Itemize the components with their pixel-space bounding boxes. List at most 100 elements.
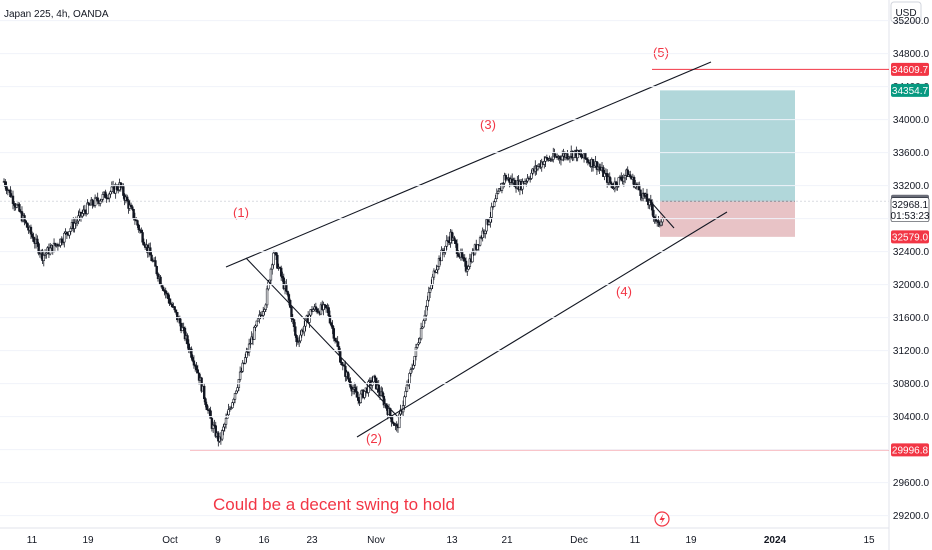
candle xyxy=(661,218,664,223)
candle xyxy=(263,309,266,312)
candle xyxy=(500,183,504,191)
candle xyxy=(285,284,288,292)
flash-icon[interactable] xyxy=(654,511,670,527)
price-tick-label: 30800.0 xyxy=(893,379,930,390)
candle xyxy=(131,206,134,210)
candle xyxy=(69,228,72,232)
candle xyxy=(493,201,496,207)
candle xyxy=(37,243,40,254)
candle xyxy=(609,181,613,184)
candle xyxy=(18,204,21,212)
candle xyxy=(223,423,226,428)
time-tick-label: Dec xyxy=(570,535,588,546)
candle xyxy=(236,387,239,392)
support-price-badge-text: 29996.8 xyxy=(892,445,929,456)
candle xyxy=(348,378,351,382)
time-tick-label: 11 xyxy=(630,535,641,546)
candle xyxy=(36,238,39,244)
candle xyxy=(187,343,190,351)
upper-channel-line[interactable] xyxy=(225,61,712,268)
candle xyxy=(455,243,459,254)
candle xyxy=(164,290,167,294)
currency-button[interactable]: USD xyxy=(890,1,922,23)
last-price-badge[interactable] xyxy=(890,197,930,223)
time-tick-label: 21 xyxy=(501,535,513,546)
candle xyxy=(513,179,516,187)
candle xyxy=(308,314,311,323)
candle xyxy=(659,221,663,226)
candle xyxy=(363,391,366,398)
candle xyxy=(265,288,269,306)
wave-2-trendline[interactable] xyxy=(245,257,399,418)
candle xyxy=(192,360,196,366)
candle xyxy=(623,175,627,179)
candle xyxy=(331,324,334,329)
price-tick-label: 34800.0 xyxy=(893,49,930,60)
candle xyxy=(86,202,89,215)
candle xyxy=(622,177,626,182)
stop-loss-badge[interactable] xyxy=(891,230,929,244)
candle xyxy=(413,356,416,366)
candle xyxy=(436,266,439,271)
candle xyxy=(126,196,129,202)
lower-channel-line[interactable] xyxy=(356,211,728,438)
candle xyxy=(377,384,380,393)
price-tick-label: 29200.0 xyxy=(893,511,930,522)
candle xyxy=(63,232,66,243)
candle xyxy=(93,197,97,206)
candle xyxy=(591,159,595,168)
candle xyxy=(24,220,28,224)
candle xyxy=(161,286,165,291)
candle xyxy=(253,326,256,340)
candle xyxy=(136,220,139,226)
candle xyxy=(490,206,493,218)
candle xyxy=(460,252,464,258)
candle xyxy=(115,185,119,190)
candle xyxy=(536,166,540,170)
price-tick-label: 31200.0 xyxy=(893,346,930,357)
candle xyxy=(224,417,228,425)
price-axis: 35200.034800.034400.034000.033600.033200… xyxy=(0,16,930,522)
candle xyxy=(91,199,94,206)
candle xyxy=(81,213,84,217)
candle xyxy=(652,209,655,218)
candle xyxy=(101,194,105,200)
candle xyxy=(496,190,500,194)
candle xyxy=(330,322,333,326)
candle xyxy=(249,343,252,345)
candle xyxy=(414,347,418,357)
candle xyxy=(48,247,52,255)
price-tick-label: 34000.0 xyxy=(893,115,930,126)
candle xyxy=(238,371,242,380)
candle xyxy=(276,254,279,269)
bar-countdown-text: 01:53:23 xyxy=(891,211,930,222)
time-tick-label: 2024 xyxy=(764,535,787,546)
candle xyxy=(336,341,339,347)
candle xyxy=(454,240,457,245)
candle xyxy=(287,294,291,301)
wave-label: (5) xyxy=(653,45,669,60)
candle xyxy=(272,252,275,266)
candle xyxy=(173,306,176,311)
support-price-badge[interactable] xyxy=(891,443,929,457)
take-profit-zone[interactable] xyxy=(660,90,795,202)
price-tick-label: 32400.0 xyxy=(893,247,930,258)
candle xyxy=(421,326,424,329)
candle xyxy=(295,335,298,343)
flag-trendline[interactable] xyxy=(642,192,675,229)
chart-annotation: Could be a decent swing to hold xyxy=(213,495,455,514)
candle xyxy=(373,375,377,379)
candle xyxy=(32,236,35,242)
target-price-badge[interactable] xyxy=(891,62,929,76)
currency-label: USD xyxy=(895,8,916,19)
candle-series xyxy=(2,145,664,447)
candle xyxy=(122,186,125,196)
candle xyxy=(290,307,293,319)
take-profit-badge[interactable] xyxy=(891,83,929,97)
candle xyxy=(150,254,153,262)
candle xyxy=(340,361,343,366)
candle xyxy=(205,404,208,410)
candle xyxy=(68,231,71,236)
time-tick-label: 9 xyxy=(215,535,221,546)
